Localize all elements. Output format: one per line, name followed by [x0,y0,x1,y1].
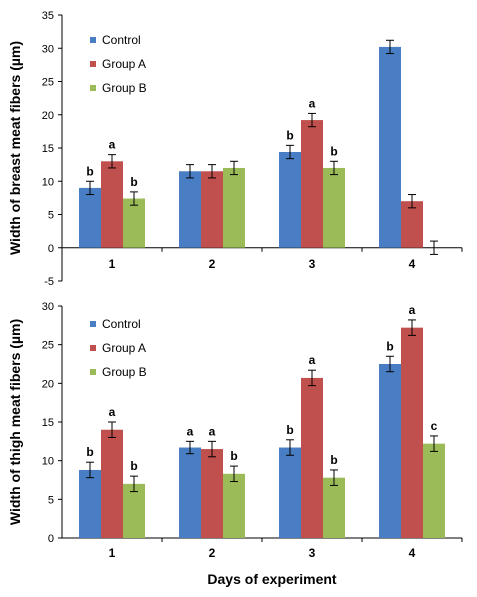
bar-group-b [323,167,345,248]
bar-control [279,151,301,248]
y-tick-label: 15 [42,417,54,429]
y-tick-label: 25 [42,77,54,89]
y-tick-label: 35 [42,10,54,22]
category-label: 3 [309,546,316,560]
significance-label: a [109,138,116,152]
legend-label: Group A [102,341,146,355]
category-label: 2 [209,257,216,271]
y-tick-label: 0 [48,533,54,545]
y-tick-label: 5 [48,210,54,222]
significance-label: a [209,424,216,438]
significance-label: a [309,353,316,367]
significance-label: c [431,419,438,433]
bar-group-b [423,443,445,538]
y-tick-label: 5 [48,494,54,506]
significance-label: b [130,459,137,473]
legend-swatch [90,345,96,351]
bar-control [79,469,101,538]
bar-group-a [201,171,223,248]
category-label: 1 [109,257,116,271]
bar-group-a [401,201,423,248]
legend-swatch [90,37,96,43]
legend-label: Control [102,33,141,47]
legend-swatch [90,61,96,67]
significance-label: a [309,96,316,110]
significance-label: a [187,424,194,438]
bar-control [279,447,301,538]
bar-group-a [201,449,223,538]
significance-label: b [286,423,293,437]
category-label: 1 [109,546,116,560]
legend-swatch [90,321,96,327]
bar-group-b [123,198,145,248]
bar-control [379,46,401,248]
y-tick-label: -5 [44,276,54,288]
significance-label: b [286,128,293,142]
significance-label: b [86,445,93,459]
legend-label: Group B [102,365,147,379]
bar-group-a [301,120,323,248]
bar-control [379,364,401,538]
legend-swatch [90,85,96,91]
thigh-chart: 0 5 10 15 20 25 30 Width of thigh meat fibers (… [7,301,463,560]
legend-label: Group B [102,81,147,95]
significance-label: b [330,144,337,158]
y-axis-label: Width of thigh meat fibers (µm) [7,319,23,525]
y-tick-label: 30 [42,43,54,55]
bar-group-a [401,327,423,538]
significance-label: b [386,339,393,353]
bar-group-b [123,483,145,538]
legend-label: Control [102,317,141,331]
significance-label: a [409,303,416,317]
y-tick-label: 30 [42,301,54,313]
bar-group-b [223,167,245,248]
bar-control [179,171,201,248]
category-label: 3 [309,257,316,271]
legend-label: Group A [102,57,146,71]
significance-label: b [130,175,137,189]
category-label: 4 [409,257,416,271]
bar-group-b [223,473,245,538]
significance-label: a [109,405,116,419]
significance-label: b [86,164,93,178]
category-label: 4 [409,546,416,560]
significance-label: b [330,453,337,467]
significance-label: b [230,449,237,463]
y-tick-label: 10 [42,456,54,468]
y-tick-label: 25 [42,340,54,352]
bar-group-a [101,161,123,248]
bar-control [79,187,101,248]
y-tick-label: 10 [42,176,54,188]
y-tick-label: 20 [42,378,54,390]
bar-group-a [301,377,323,538]
bar-group-a [101,429,123,538]
y-axis-label: Width of breast meat fibers (µm) [7,41,23,255]
legend-swatch [90,369,96,375]
y-tick-label: 15 [42,143,54,155]
bar-control [179,447,201,538]
y-tick-label: 20 [42,110,54,122]
bar-group-b [323,477,345,538]
y-tick-label: 0 [48,243,54,255]
breast-chart: -5 0 5 10 15 20 25 30 35 Width of breast meat fib… [7,10,463,288]
x-axis-label: Days of experiment [207,571,336,587]
category-label: 2 [209,546,216,560]
